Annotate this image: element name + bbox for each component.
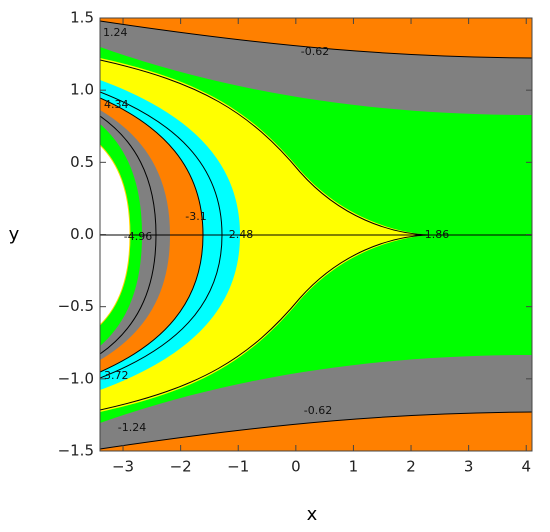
region (100, 21, 532, 115)
contour-label: -0.62 (301, 45, 329, 58)
contour-label: -4.96 (124, 230, 152, 243)
y-tick-label: −1.0 (58, 369, 94, 387)
y-tick-label: 0.0 (70, 225, 94, 243)
contour-label: -0.62 (304, 404, 332, 417)
contour-line (100, 411, 532, 450)
y-tick-label: −0.5 (58, 297, 94, 315)
y-axis-label: y (9, 224, 20, 245)
x-tick-label: 0 (291, 458, 301, 476)
contour-label: 4.34 (104, 98, 129, 111)
y-tick-label: 1.5 (70, 9, 94, 27)
contour-label: 1.24 (103, 26, 128, 39)
region (100, 18, 532, 58)
x-tick-label: 2 (406, 458, 416, 476)
contour-label: -1.24 (118, 421, 146, 434)
x-tick-label: −2 (170, 458, 192, 476)
region (100, 412, 532, 451)
contour-label: 3.72 (104, 369, 129, 382)
x-tick-label: 4 (521, 458, 531, 476)
contour-label: 2.48 (229, 228, 254, 241)
x-tick-label: −3 (112, 458, 134, 476)
region (100, 355, 532, 449)
contour-label: -3.1 (185, 210, 206, 223)
contour-label: 1.86 (425, 228, 450, 241)
contour-line (100, 20, 532, 59)
y-tick-label: 1.0 (70, 81, 94, 99)
y-tick-label: 0.5 (70, 153, 94, 171)
x-tick-label: 1 (349, 458, 359, 476)
y-tick-label: −1.5 (58, 442, 94, 460)
contour-regions (100, 18, 532, 451)
x-tick-label: −1 (227, 458, 249, 476)
x-axis-label: x (307, 504, 318, 525)
x-tick-label: 3 (464, 458, 474, 476)
